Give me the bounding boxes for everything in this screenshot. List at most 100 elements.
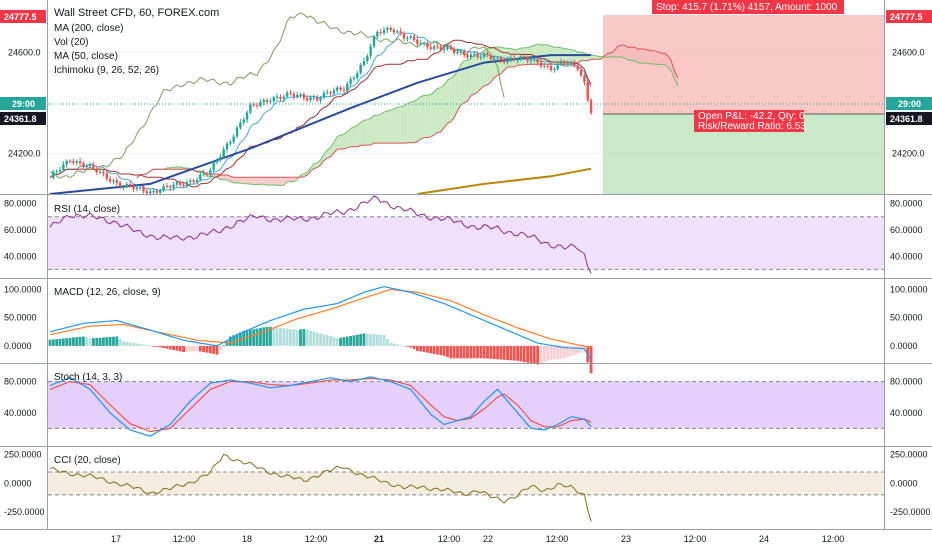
- tick-left: 0.0000: [4, 341, 32, 351]
- macd-histogram-bar: [279, 327, 282, 346]
- macd-histogram-bar: [562, 345, 566, 359]
- tick-left: 0.0000: [4, 478, 32, 488]
- candle-body: [98, 171, 102, 173]
- cloud-segment: [447, 78, 451, 124]
- candle-body: [456, 51, 459, 53]
- candle-body: [149, 191, 152, 194]
- symbol-title[interactable]: Wall Street CFD, 60, FOREX.com: [54, 7, 219, 19]
- stoch-pane[interactable]: 40.0000 40.0000 80.0000 80.0000: [4, 376, 923, 437]
- cci-pane[interactable]: -250.0000 -250.0000 0.0000 0.0000 250.0000 25…: [4, 450, 931, 522]
- cloud-segment: [617, 45, 622, 58]
- candle-body: [359, 64, 362, 74]
- macd-histogram-bar: [529, 345, 533, 364]
- stoch-legend[interactable]: Stoch (14, 3, 3): [54, 372, 122, 383]
- rsi-legend[interactable]: RSI (14, close): [54, 204, 120, 215]
- candle-body: [579, 69, 583, 76]
- cloud-segment: [400, 105, 405, 144]
- candle-body: [452, 49, 456, 53]
- candle-body: [369, 46, 372, 56]
- macd-histogram-bar: [232, 335, 236, 346]
- macd-histogram-bar: [436, 345, 439, 355]
- candle-body: [152, 190, 155, 192]
- macd-histogram-bar: [382, 335, 386, 346]
- legend-ma200[interactable]: MA (200, close): [54, 23, 123, 34]
- macd-histogram-bar: [422, 345, 426, 353]
- macd-histogram-bar: [95, 337, 99, 346]
- stop-zone[interactable]: [603, 15, 884, 114]
- rsi-pane[interactable]: 40.0000 40.0000 60.0000 60.0000 80.0000 80.00…: [4, 195, 923, 274]
- macd-histogram-bar: [579, 345, 583, 353]
- macd-histogram-bar: [58, 338, 62, 346]
- macd-histogram-bar: [499, 345, 503, 360]
- macd-histogram-bar: [309, 330, 312, 346]
- candle-body: [115, 180, 118, 183]
- price-tick-left: 24200.0: [8, 149, 41, 159]
- candle-body: [275, 96, 279, 98]
- macd-histogram-bar: [375, 334, 379, 346]
- candle-body: [506, 59, 509, 63]
- macd-histogram-bar: [299, 329, 302, 346]
- macd-histogram-bar: [559, 345, 563, 359]
- macd-histogram-bar: [92, 338, 95, 346]
- macd-signal-line: [49, 288, 592, 349]
- candle-body: [299, 94, 302, 96]
- tick-left: 40.0000: [4, 408, 37, 418]
- macd-histogram-bar: [329, 335, 332, 346]
- dotted-tag-left: [0, 97, 46, 110]
- macd-legend[interactable]: MACD (12, 26, close, 9): [54, 287, 161, 298]
- tick-right: 250.0000: [890, 450, 928, 460]
- candle-body: [285, 92, 289, 97]
- macd-histogram-bar: [385, 338, 389, 346]
- legend-ichimoku[interactable]: Ichimoku (9, 26, 52, 26): [54, 65, 159, 76]
- stop-label-box[interactable]: [652, 0, 844, 14]
- cci-legend[interactable]: CCI (20, close): [54, 455, 121, 466]
- candle-body: [546, 65, 549, 67]
- legend-vol[interactable]: Vol (20): [54, 37, 88, 48]
- candle-body: [279, 96, 282, 99]
- macd-histogram-bar: [479, 345, 483, 359]
- candle-body: [432, 46, 436, 49]
- cloud-segment: [394, 107, 398, 144]
- price-pane[interactable]: Stop: 415.7 (1.71%) 4157, Amount: 1000 O…: [48, 0, 884, 196]
- candle-body: [412, 36, 416, 40]
- x-tick-label: 17: [111, 534, 121, 544]
- macd-histogram-bar: [325, 335, 329, 346]
- candle-body: [209, 170, 212, 174]
- macd-histogram-bar: [162, 345, 165, 349]
- legend-ma50[interactable]: MA (50, close): [54, 51, 118, 62]
- macd-histogram-bar: [506, 345, 509, 361]
- candle-body: [499, 57, 503, 61]
- macd-histogram-bar: [282, 328, 286, 346]
- macd-pane[interactable]: 0.0000 0.0000 50.0000 50.0000 100.0000 100.00…: [4, 284, 928, 374]
- cloud-segment: [240, 177, 244, 184]
- macd-histogram-bar: [439, 345, 443, 356]
- macd-histogram-bar: [112, 336, 115, 346]
- candle-body: [239, 122, 242, 128]
- cloud-segment: [327, 147, 331, 159]
- macd-histogram-bar: [412, 345, 416, 350]
- macd-histogram-bar: [292, 329, 296, 346]
- macd-histogram-bar: [249, 329, 252, 346]
- cloud-segment: [220, 175, 224, 180]
- dotted-tag-left-label: 29:00: [12, 99, 35, 109]
- cloud-segment: [350, 127, 354, 147]
- tick-right: 40.0000: [890, 251, 923, 261]
- x-axis[interactable]: 17 12:00 18 12:00 21 12:00 22 12:00 23 12:00 24 12:…: [111, 534, 844, 544]
- candle-body: [442, 49, 446, 51]
- tick-right: 60.0000: [890, 225, 923, 235]
- macd-histogram-bar: [68, 337, 72, 346]
- pnl-box[interactable]: [694, 110, 804, 132]
- cloud-segment: [303, 172, 308, 177]
- candle-body: [419, 43, 422, 45]
- macd-histogram-bar: [182, 345, 185, 353]
- cloud-segment: [370, 115, 374, 146]
- macd-histogram-bar: [115, 336, 119, 346]
- candle-body: [486, 53, 489, 56]
- macd-histogram-bar: [546, 345, 550, 361]
- candle-body: [185, 182, 189, 187]
- current-tag-right-label: 24361.8: [890, 114, 923, 124]
- tick-right: 80.0000: [890, 199, 923, 209]
- macd-histogram-bar: [82, 336, 85, 346]
- cloud-segment: [641, 48, 645, 64]
